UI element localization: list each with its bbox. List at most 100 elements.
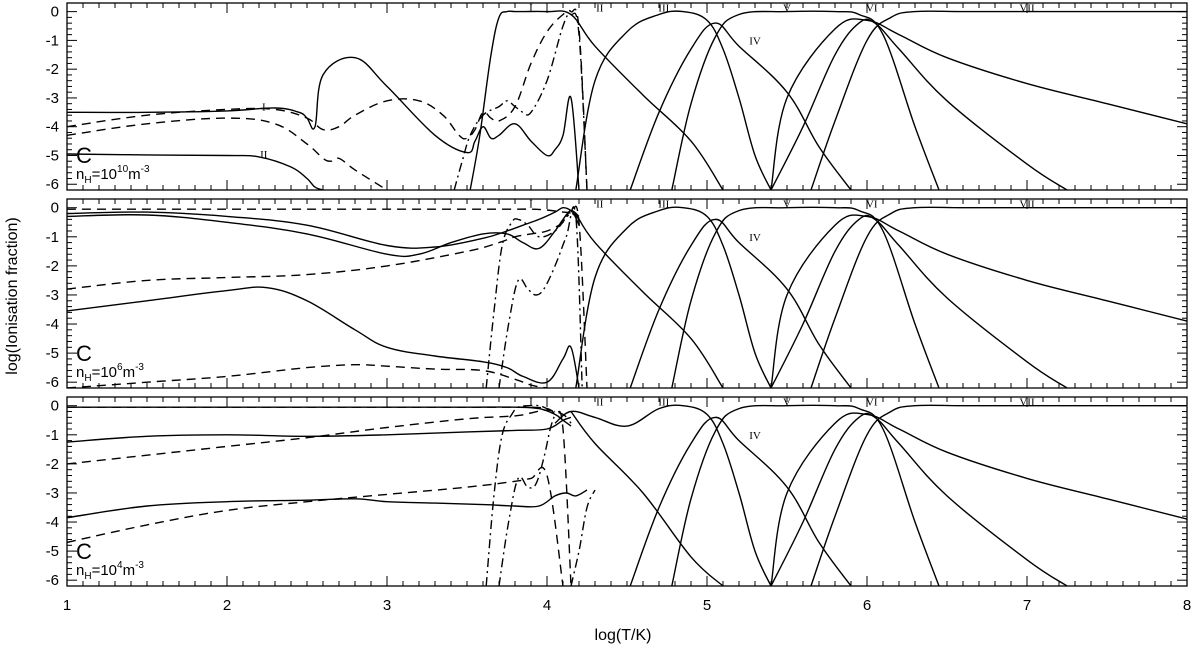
xtick-label: 2 bbox=[223, 597, 231, 614]
panel-3-series-2 bbox=[67, 406, 572, 427]
xtick-label: 4 bbox=[543, 597, 551, 614]
panel-2-series-15 bbox=[770, 214, 1187, 388]
panel-2-series-6 bbox=[67, 363, 548, 388]
panel-1-series-3 bbox=[67, 117, 388, 190]
x-axis: 1 2 3 4 5 6 7 8 bbox=[63, 597, 1191, 614]
ion-label: I bbox=[529, 198, 533, 210]
xtick-label: 6 bbox=[863, 597, 871, 614]
panel-3-series-13 bbox=[671, 404, 940, 586]
ion-label: II bbox=[596, 396, 604, 408]
panel-3-element-label: C bbox=[76, 539, 92, 564]
panel-3-series-7 bbox=[485, 404, 556, 586]
ion-label: VI bbox=[866, 2, 878, 14]
panel-2-series-7 bbox=[485, 212, 580, 388]
panel-3-frame bbox=[66, 396, 1188, 587]
xtick-label: 3 bbox=[383, 597, 391, 614]
ion-label: IV bbox=[749, 430, 761, 442]
ion-label: V bbox=[783, 2, 791, 14]
panel-2-curves bbox=[67, 205, 1187, 388]
ion-label: III bbox=[658, 198, 669, 210]
ion-label: VI bbox=[866, 198, 878, 210]
ion-label: III bbox=[658, 2, 669, 14]
panel-2-ytick-label: -2 bbox=[46, 258, 59, 275]
panel-1-series-8 bbox=[629, 22, 852, 190]
xtick-label: 8 bbox=[1183, 597, 1191, 614]
ion-label: VII bbox=[1019, 396, 1035, 408]
ion-label: I bbox=[262, 102, 266, 114]
panel-1-series-2 bbox=[67, 8, 588, 190]
panel-1-series-10 bbox=[770, 18, 1068, 190]
ion-label: II bbox=[260, 149, 268, 161]
panel-1-density-label: nH=1010m-3 bbox=[76, 164, 150, 186]
panel-1-ytick-label: -2 bbox=[46, 61, 59, 78]
x-axis-label: log(T/K) bbox=[595, 627, 652, 644]
ion-label: VII bbox=[1019, 198, 1035, 210]
panel-3-series-10 bbox=[554, 404, 772, 586]
panel-1-ytick-label: -6 bbox=[46, 176, 59, 193]
panel-1-ytick-label: -5 bbox=[46, 147, 59, 164]
ion-label: V bbox=[783, 396, 791, 408]
panel-1-series-7 bbox=[575, 10, 772, 190]
panel-3-density-label: nH=104m-3 bbox=[76, 560, 144, 582]
panel-2-ytick-label: -5 bbox=[46, 345, 59, 362]
panel-3-series-12 bbox=[629, 416, 852, 586]
ion-label: IV bbox=[749, 35, 761, 47]
panel-1-series-9 bbox=[671, 10, 940, 190]
ion-label: VII bbox=[1019, 2, 1035, 14]
panel-2-density-label: nH=106m-3 bbox=[76, 362, 144, 384]
panel-3-ytick-label: -2 bbox=[46, 456, 59, 473]
panel-3-series-16 bbox=[770, 412, 1187, 586]
panel-3-series-3 bbox=[67, 416, 572, 443]
panel-3-ytick-label: -6 bbox=[46, 572, 59, 589]
ion-label: II bbox=[596, 198, 604, 210]
panel-3-ytick-label: -1 bbox=[46, 427, 59, 444]
panel-2-series-9 bbox=[575, 206, 772, 388]
panel-1-series-12 bbox=[770, 18, 1187, 190]
panel-1-element-label: C bbox=[76, 143, 92, 168]
ion-label: VI bbox=[866, 396, 878, 408]
panel-1-series-4 bbox=[67, 153, 324, 190]
panel-3-ytick-label: -5 bbox=[46, 543, 59, 560]
panel-1-series-6 bbox=[469, 10, 724, 190]
panel-2-series-1 bbox=[67, 205, 588, 388]
panel-2-series-4 bbox=[67, 209, 580, 290]
y-axis-label: log(Ionisation fraction) bbox=[4, 217, 21, 374]
panel-3-series-8 bbox=[498, 414, 556, 586]
ion-label: IV bbox=[749, 232, 761, 244]
xtick-label: 5 bbox=[703, 597, 711, 614]
panel-2-series-11 bbox=[629, 218, 852, 388]
panel-2-series-13 bbox=[770, 214, 1068, 388]
panel-3-series-5 bbox=[67, 489, 588, 519]
panel-2-series-3 bbox=[67, 206, 580, 249]
panel-2-ytick-label: -3 bbox=[46, 287, 59, 304]
panel-3-ytick-label: -4 bbox=[46, 514, 59, 531]
panel-3-series-9 bbox=[570, 489, 596, 586]
ion-label: I bbox=[529, 2, 533, 14]
ion-label: II bbox=[596, 2, 604, 14]
panel-2-ytick-label: -1 bbox=[46, 229, 59, 246]
panel-2-ytick-label: -6 bbox=[46, 374, 59, 391]
panel-3-curves bbox=[67, 404, 1187, 586]
panel-1-ytick-label: -4 bbox=[46, 119, 59, 136]
panel-1-ytick-label: 0 bbox=[51, 4, 59, 21]
panel-2-series-12 bbox=[671, 206, 940, 388]
panel-3-ytick-label: 0 bbox=[51, 398, 59, 415]
panel-1-curves bbox=[67, 8, 1187, 190]
panel-2-element-label: C bbox=[76, 341, 92, 366]
panel-3-series-14 bbox=[770, 412, 1068, 586]
panel-3-series-11 bbox=[570, 411, 724, 586]
panel-1-ytick-label: -1 bbox=[46, 32, 59, 49]
panel-1-series-5 bbox=[453, 12, 588, 190]
xtick-label: 7 bbox=[1023, 597, 1031, 614]
panel-2-ytick-label: -4 bbox=[46, 316, 59, 333]
panel-2-ytick-label: 0 bbox=[51, 200, 59, 217]
panel-1-ytick-label: -3 bbox=[46, 90, 59, 107]
panel-1-series-1 bbox=[67, 56, 580, 190]
panel-2-series-5 bbox=[67, 286, 580, 388]
panel-3-ytick-label: -3 bbox=[46, 485, 59, 502]
